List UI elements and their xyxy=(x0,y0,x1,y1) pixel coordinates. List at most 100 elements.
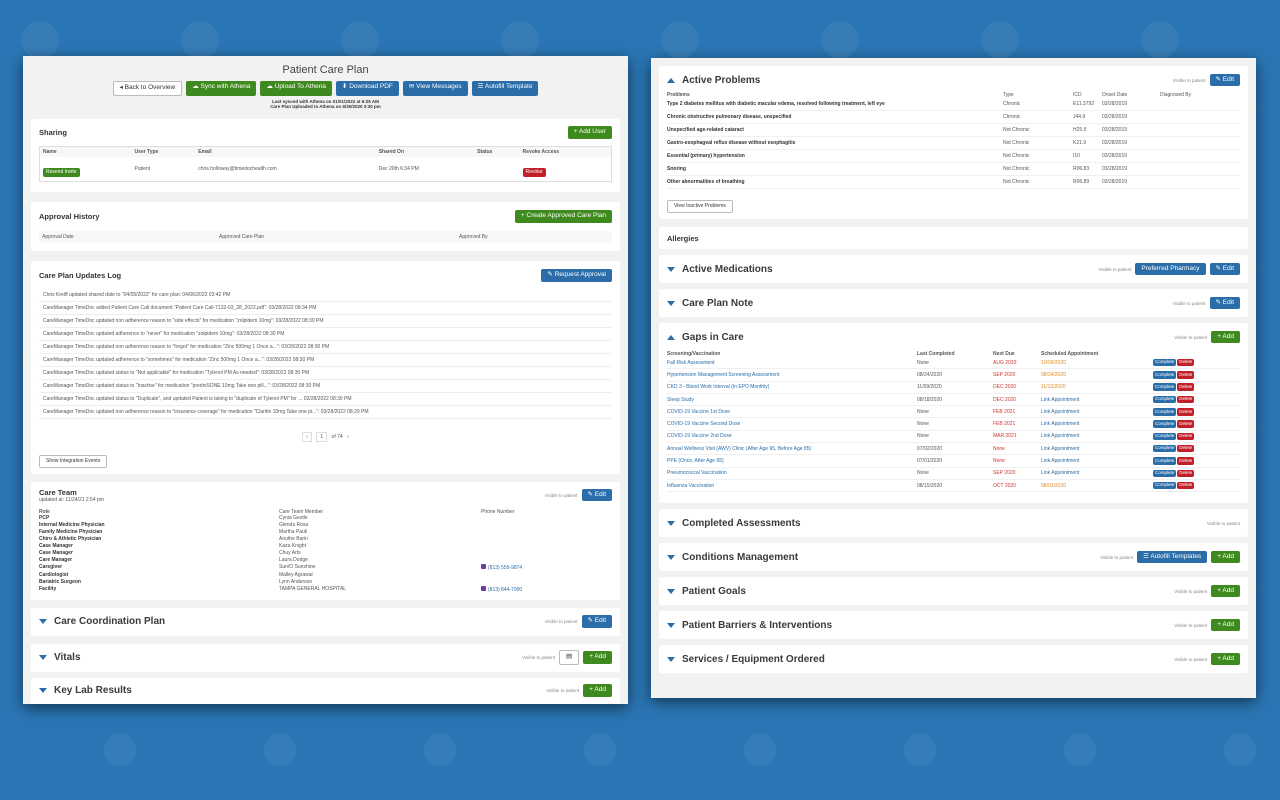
gap-name-link[interactable]: Sleep Study xyxy=(667,396,694,403)
gap-appointment[interactable]: Link Appointment xyxy=(1041,458,1080,465)
problem-name: Type 2 diabetes mellitus with diabetic m… xyxy=(667,101,885,107)
gap-appointment[interactable]: 08/24/2020 xyxy=(1041,371,1067,378)
collapse-icon[interactable] xyxy=(667,334,675,340)
services-equipment-card: Services / Equipment Ordered Visible to … xyxy=(659,645,1248,673)
expand-icon[interactable] xyxy=(667,622,675,628)
complete-button[interactable]: Complete xyxy=(1153,383,1177,391)
phone-link[interactable]: (813) 555-9874 xyxy=(481,564,522,571)
gap-appointment[interactable]: Link Appointment xyxy=(1041,445,1080,452)
expand-icon[interactable] xyxy=(39,655,47,660)
gap-appointment[interactable]: Link Appointment xyxy=(1041,470,1080,477)
gap-name-link[interactable]: Pneumococcal Vaccination xyxy=(667,470,727,477)
care-team-member: Lynn Anderson xyxy=(279,579,313,585)
expand-icon[interactable] xyxy=(667,300,675,306)
delete-button[interactable]: Delete xyxy=(1177,457,1195,465)
note-edit-button[interactable]: ✎ Edit xyxy=(1209,296,1240,310)
view-messages-button[interactable]: ✉ View Messages xyxy=(402,81,468,96)
add-user-button[interactable]: + Add User xyxy=(567,126,612,139)
download-pdf-button[interactable]: ⬇ Download PDF xyxy=(335,81,399,96)
complete-button[interactable]: Complete xyxy=(1153,395,1177,404)
expand-icon[interactable] xyxy=(39,688,47,693)
care-team-edit-button[interactable]: ✎ Edit xyxy=(581,488,612,502)
expand-icon[interactable] xyxy=(667,554,675,560)
document-icon[interactable]: ▤ xyxy=(559,650,580,665)
pager-current[interactable]: 1 xyxy=(316,431,328,442)
delete-button[interactable]: Delete xyxy=(1177,420,1195,428)
conditions-add-button[interactable]: + Add xyxy=(1211,550,1240,564)
back-to-overview-button[interactable]: ◂ Back to Overview xyxy=(112,81,183,96)
expand-icon[interactable] xyxy=(667,266,675,272)
pager-prev[interactable]: ‹ xyxy=(302,431,312,442)
vitals-add-button[interactable]: + Add xyxy=(583,651,612,664)
delete-button[interactable]: Delete xyxy=(1177,469,1195,478)
expand-icon[interactable] xyxy=(667,588,675,594)
gaps-add-button[interactable]: + Add xyxy=(1211,330,1240,344)
problem-type: Chronic xyxy=(1003,114,1021,120)
meds-edit-button[interactable]: ✎ Edit xyxy=(1209,262,1240,276)
gap-appointment[interactable]: Link Appointment xyxy=(1041,421,1080,428)
problem-icd: R06.89 xyxy=(1073,179,1090,185)
gap-name-link[interactable]: COVID-19 Vaccine 1st Dose xyxy=(667,408,730,415)
gap-name-link[interactable]: CKD 3 - Blood Work Interval (In EPO Mont… xyxy=(667,384,770,391)
gap-appointment[interactable]: Link Appointment xyxy=(1041,433,1080,440)
create-approved-care-plan-button[interactable]: + Create Approved Care Plan xyxy=(514,210,612,223)
complete-button[interactable]: Complete xyxy=(1153,469,1177,478)
delete-button[interactable]: Delete xyxy=(1177,481,1195,490)
gap-name-link[interactable]: Fall Risk Assessment xyxy=(667,359,715,366)
complete-button[interactable]: Complete xyxy=(1153,408,1177,416)
complete-button[interactable]: Complete xyxy=(1153,358,1177,367)
gap-next-due: SEP 2020 xyxy=(993,371,1016,378)
expand-icon[interactable] xyxy=(667,520,675,526)
complete-button[interactable]: Complete xyxy=(1153,420,1177,428)
gap-name-link[interactable]: COVID-19 Vaccine 2nd Dose xyxy=(667,433,732,440)
problem-onset: 03/28/2019 xyxy=(1102,140,1128,146)
gap-appointment[interactable]: 08/01/2020 xyxy=(1041,482,1067,489)
problem-onset: 03/28/2019 xyxy=(1102,127,1128,133)
complete-button[interactable]: Complete xyxy=(1153,444,1177,453)
complete-button[interactable]: Complete xyxy=(1153,432,1177,441)
phone-link[interactable]: (813) 844-7000 xyxy=(481,586,522,593)
delete-button[interactable]: Delete xyxy=(1177,432,1195,441)
care-team-role: Chiro & Athletic Physician xyxy=(39,536,102,542)
preferred-pharmacy-button[interactable]: Preferred Pharmacy xyxy=(1135,262,1206,276)
delete-button[interactable]: Delete xyxy=(1177,358,1195,367)
gap-appointment[interactable]: Link Appointment xyxy=(1041,408,1080,415)
gap-appointment[interactable]: 11/13/2020 xyxy=(1041,384,1066,391)
problems-edit-button[interactable]: ✎ Edit xyxy=(1209,73,1240,87)
request-approval-button[interactable]: ✎ Request Approval xyxy=(541,269,612,282)
upload-athena-button[interactable]: ☁ Upload To Athena xyxy=(260,81,332,96)
autofill-templates-button[interactable]: ☰ Autofill Templates xyxy=(1137,550,1208,564)
complete-button[interactable]: Complete xyxy=(1153,371,1177,379)
delete-button[interactable]: Delete xyxy=(1177,444,1195,453)
collapse-icon[interactable] xyxy=(667,77,675,83)
gap-name-link[interactable]: Annual Wellness Visit (AWV) Clinic (Afte… xyxy=(667,445,812,452)
delete-button[interactable]: Delete xyxy=(1177,383,1195,391)
delete-button[interactable]: Delete xyxy=(1177,408,1195,416)
complete-button[interactable]: Complete xyxy=(1153,457,1177,465)
barriers-add-button[interactable]: + Add xyxy=(1211,618,1240,632)
delete-button[interactable]: Delete xyxy=(1177,371,1195,379)
expand-icon[interactable] xyxy=(667,656,675,662)
care-team-role: Bariatric Surgeon xyxy=(39,579,81,585)
complete-button[interactable]: Complete xyxy=(1153,481,1177,490)
view-inactive-problems-button[interactable]: View Inactive Problems xyxy=(667,200,733,213)
revoke-button[interactable]: Revoke xyxy=(522,167,546,177)
pager-next[interactable]: › xyxy=(347,433,349,440)
gap-name-link[interactable]: PPE (Once, After Age 65) xyxy=(667,458,724,465)
gap-appointment[interactable]: Link Appointment xyxy=(1041,396,1080,403)
autofill-template-button[interactable]: ☰ Autofill Template xyxy=(471,81,539,96)
expand-icon[interactable] xyxy=(39,619,47,624)
delete-button[interactable]: Delete xyxy=(1177,395,1195,404)
resend-invite-button[interactable]: Resend Invite xyxy=(43,167,80,177)
goals-add-button[interactable]: + Add xyxy=(1211,584,1240,598)
services-add-button[interactable]: + Add xyxy=(1211,652,1240,666)
gap-name-link[interactable]: Influenza Vaccination xyxy=(667,482,715,489)
labs-add-button[interactable]: + Add xyxy=(583,684,612,697)
sync-athena-button[interactable]: ☁ Sync with Athena xyxy=(186,81,257,96)
gap-appointment[interactable]: 10/09/2020 xyxy=(1041,359,1067,366)
gap-name-link[interactable]: Hypertension Management Screening Assess… xyxy=(667,371,780,378)
gap-name-link[interactable]: COVID-19 Vaccine Second Dose xyxy=(667,421,741,428)
problem-onset: 03/28/2019 xyxy=(1102,153,1128,159)
show-integration-events-button[interactable]: Show Integration Events xyxy=(39,454,108,468)
ccp-edit-button[interactable]: ✎ Edit xyxy=(581,615,612,628)
